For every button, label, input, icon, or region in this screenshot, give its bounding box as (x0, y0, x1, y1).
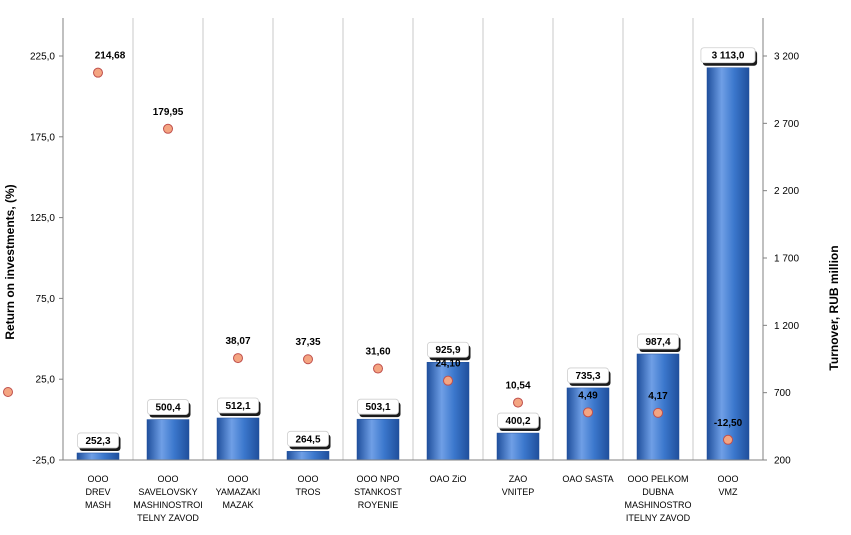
category-label: ITELNY ZAVOD (626, 513, 691, 523)
turnover-label-box (217, 397, 259, 414)
category-label: MASHINOSTRO (624, 500, 691, 510)
turnover-label-box (427, 341, 469, 358)
roi-data-label: 10,54 (505, 381, 530, 392)
left-tick-label: -25,0 (32, 456, 55, 467)
roi-marker (723, 434, 733, 445)
left-axis-title: Return on investments, (%) (3, 184, 17, 339)
turnover-data-label: 925,9 (435, 345, 460, 356)
roi-marker (583, 407, 593, 418)
category-label: ZAO (509, 474, 528, 484)
category-label: DREV (85, 487, 110, 497)
right-tick-label: 3 200 (774, 52, 799, 63)
turnover-data-label: 987,4 (645, 337, 670, 348)
right-tick-label: 1 200 (774, 321, 799, 332)
turnover-data-label: 252,3 (85, 436, 110, 447)
category-label: YAMAZAKI (216, 487, 261, 497)
category-label: OOO NPO (356, 474, 399, 484)
turnover-bar (636, 353, 680, 461)
roi-marker (443, 375, 453, 386)
left-tick-label: 225,0 (30, 52, 55, 63)
turnover-data-label: 3 113,0 (712, 51, 745, 62)
turnover-bar (706, 67, 750, 461)
turnover-bar (496, 432, 540, 461)
category-label: MAZAK (222, 500, 253, 510)
right-tick-label: 200 (774, 456, 791, 467)
category-label: STANKOST (354, 487, 402, 497)
turnover-label-box (147, 399, 189, 415)
turnover-data-label: 512,1 (225, 401, 250, 412)
turnover-bar (216, 417, 260, 461)
category-label: TROS (295, 487, 320, 497)
roi-marker (653, 407, 663, 418)
turnover-label-box (357, 398, 399, 415)
category-label: DUBNA (642, 487, 674, 497)
right-tick-label: 2 700 (774, 119, 799, 130)
turnover-label-box (77, 432, 119, 449)
category-label: OOO (227, 474, 248, 484)
roi-data-label: 214,68 (95, 51, 126, 62)
left-tick-label: 125,0 (30, 213, 55, 224)
roi-marker (373, 363, 383, 374)
turnover-bar (76, 452, 120, 461)
roi-data-label: 4,49 (578, 390, 598, 401)
left-tick-label: 175,0 (30, 132, 55, 143)
category-label: OAO ZiO (429, 474, 466, 484)
category-label: OOO PELKOM (627, 474, 688, 484)
roi-marker (303, 354, 313, 365)
turnover-data-label: 735,3 (575, 371, 600, 382)
right-axis-title: Turnover, RUB million (827, 245, 841, 370)
category-label: MASHINOSTROI (133, 500, 203, 510)
category-label: OOO (297, 474, 318, 484)
category-label: OOO (717, 474, 738, 484)
roi-data-label: -12,50 (714, 418, 743, 429)
category-label: OOO (87, 474, 108, 484)
roi-marker (163, 123, 173, 134)
turnover-data-label: 500,4 (155, 403, 180, 414)
left-tick-label: 75,0 (36, 294, 56, 305)
roi-marker (233, 353, 243, 364)
turnover-bar (356, 418, 400, 461)
category-label: MASH (85, 500, 111, 510)
turnover-bar (286, 451, 330, 461)
roi-markers (93, 67, 733, 445)
category-label: OAO SASTA (562, 474, 613, 484)
axes: -25,0 25,0 75,0 125,0 175,0 225,0 200 700 1 200 1… (30, 18, 799, 467)
turnover-data-label: 264,5 (295, 434, 320, 445)
category-label: SAVELOVSKY (138, 487, 197, 497)
right-tick-label: 1 700 (774, 254, 799, 265)
category-label: TELNY ZAVOD (137, 513, 199, 523)
turnover-data-label: 400,2 (505, 416, 530, 427)
left-tick-label: 25,0 (36, 375, 56, 386)
legend-roi-marker (3, 387, 13, 397)
roi-marker (93, 67, 103, 78)
turnover-label-box (497, 412, 539, 429)
turnover-bar (146, 419, 190, 461)
roi-data-label: 38,07 (225, 336, 250, 347)
roi-data-label: 37,35 (295, 337, 320, 348)
turnover-label-box (637, 333, 679, 350)
roi-data-label: 31,60 (365, 347, 390, 358)
category-label: OOO (157, 474, 178, 484)
turnover-label-box (700, 47, 756, 64)
category-label: VMZ (719, 487, 739, 497)
roi-data-label: 4,17 (648, 391, 668, 402)
turnover-label-box (567, 367, 609, 384)
category-label: ROYENIE (358, 500, 399, 510)
turnover-data-label: 503,1 (365, 402, 390, 413)
roi-marker (513, 397, 523, 408)
data-labels: 252,3 500,4 512,1 264,5 503,1 925,9 400,2 735,3… (77, 47, 758, 523)
right-tick-label: 2 200 (774, 186, 799, 197)
right-tick-label: 700 (774, 388, 791, 399)
roi-data-label: 179,95 (153, 107, 184, 118)
turnover-bars (76, 67, 750, 461)
roi-data-label: 24,10 (435, 359, 460, 370)
turnover-bar (566, 387, 610, 461)
turnover-label-box (287, 430, 329, 447)
category-label: VNITEP (502, 487, 535, 497)
